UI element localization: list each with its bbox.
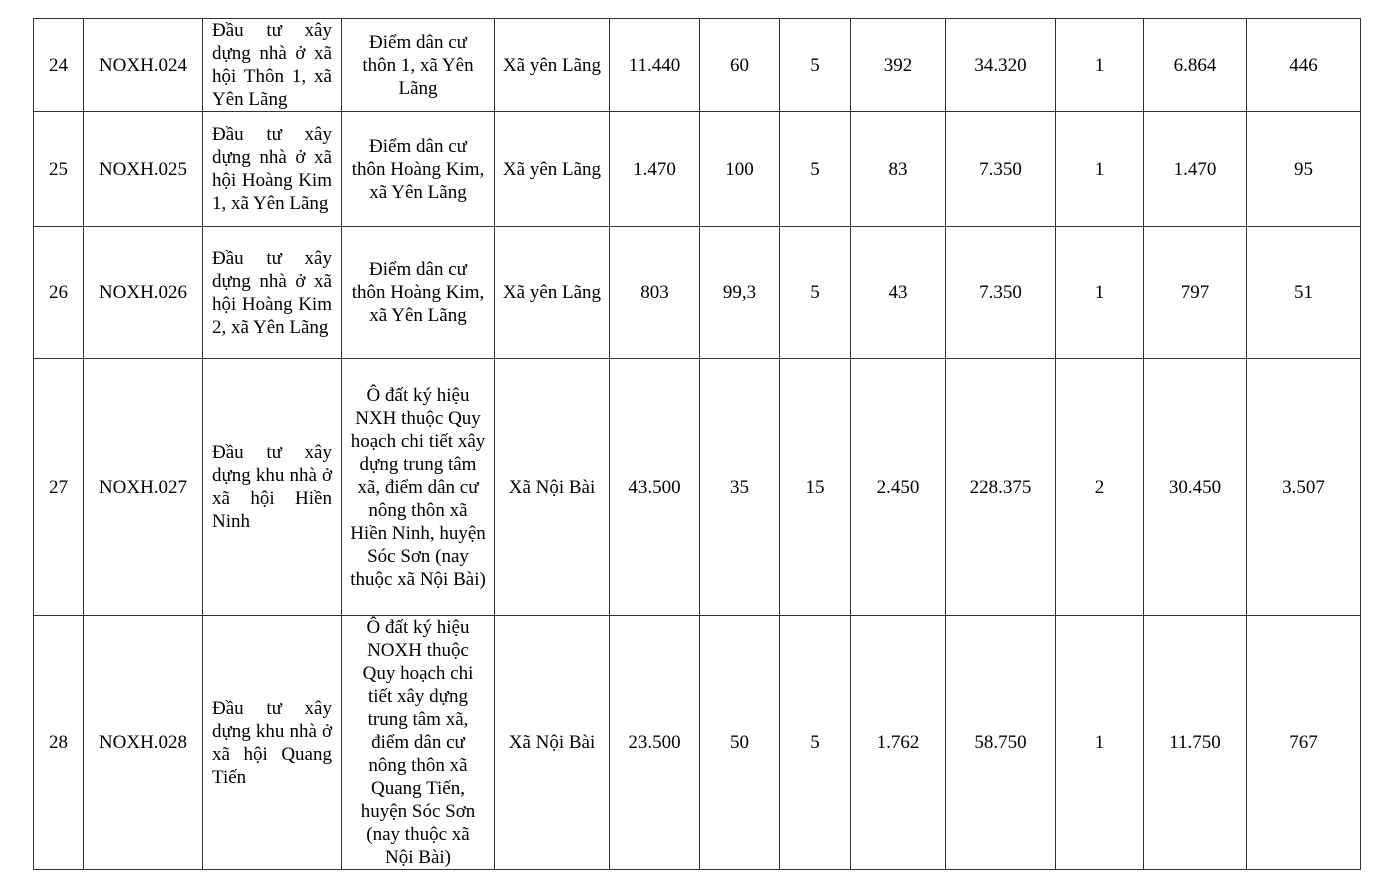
area-cell: 11.440 — [609, 18, 700, 112]
project-location-cell: Ô đất ký hiệu NOXH thuộc Quy hoạch chi t… — [341, 615, 495, 870]
value-7-cell: 797 — [1143, 226, 1247, 359]
project-location-cell: Điểm dân cư thôn 1, xã Yên Lãng — [341, 18, 495, 112]
value-8-cell: 51 — [1246, 226, 1361, 359]
area-cell: 23.500 — [609, 615, 700, 870]
commune-cell: Xã yên Lãng — [494, 226, 610, 359]
area-cell: 43.500 — [609, 358, 700, 616]
value-3-cell: 5 — [779, 615, 851, 870]
value-8-cell: 95 — [1246, 111, 1361, 227]
project-code-cell: NOXH.027 — [83, 358, 203, 616]
project-code-cell: NOXH.025 — [83, 111, 203, 227]
value-2-cell: 99,3 — [699, 226, 780, 359]
project-location-cell: Ô đất ký hiệu NXH thuộc Quy hoạch chi ti… — [341, 358, 495, 616]
table-row: 28 NOXH.028 Đầu tư xây dựng khu nhà ở xã h… — [33, 615, 1361, 870]
value-3-cell: 15 — [779, 358, 851, 616]
value-2-cell: 60 — [699, 18, 780, 112]
value-5-cell: 34.320 — [945, 18, 1056, 112]
value-8-cell: 3.507 — [1246, 358, 1361, 616]
value-6-cell: 1 — [1055, 111, 1144, 227]
commune-cell: Xã yên Lãng — [494, 18, 610, 112]
project-table: 24 NOXH.024 Đầu tư xây dựng nhà ở xã hội T… — [33, 18, 1361, 870]
value-3-cell: 5 — [779, 18, 851, 112]
table-row: 26 NOXH.026 Đầu tư xây dựng nhà ở xã hội H… — [33, 226, 1361, 359]
value-5-cell: 228.375 — [945, 358, 1056, 616]
project-name-cell: Đầu tư xây dựng khu nhà ở xã hội Quang T… — [202, 615, 342, 870]
project-name-cell: Đầu tư xây dựng khu nhà ở xã hội Hiền Ni… — [202, 358, 342, 616]
value-6-cell: 1 — [1055, 18, 1144, 112]
row-number-cell: 26 — [33, 226, 84, 359]
row-number-cell: 27 — [33, 358, 84, 616]
value-3-cell: 5 — [779, 226, 851, 359]
value-5-cell: 7.350 — [945, 226, 1056, 359]
area-cell: 803 — [609, 226, 700, 359]
project-location-cell: Điểm dân cư thôn Hoàng Kim, xã Yên Lãng — [341, 226, 495, 359]
row-number-cell: 24 — [33, 18, 84, 112]
commune-cell: Xã Nội Bài — [494, 358, 610, 616]
table-row: 27 NOXH.027 Đầu tư xây dựng khu nhà ở xã h… — [33, 358, 1361, 616]
project-name-cell: Đầu tư xây dựng nhà ở xã hội Thôn 1, xã … — [202, 18, 342, 112]
value-6-cell: 1 — [1055, 226, 1144, 359]
commune-cell: Xã yên Lãng — [494, 111, 610, 227]
commune-cell: Xã Nội Bài — [494, 615, 610, 870]
row-number-cell: 28 — [33, 615, 84, 870]
value-4-cell: 43 — [850, 226, 946, 359]
value-4-cell: 2.450 — [850, 358, 946, 616]
project-code-cell: NOXH.026 — [83, 226, 203, 359]
project-name-cell: Đầu tư xây dựng nhà ở xã hội Hoàng Kim 2… — [202, 226, 342, 359]
value-2-cell: 50 — [699, 615, 780, 870]
value-8-cell: 446 — [1246, 18, 1361, 112]
value-4-cell: 83 — [850, 111, 946, 227]
value-2-cell: 35 — [699, 358, 780, 616]
value-4-cell: 1.762 — [850, 615, 946, 870]
value-5-cell: 58.750 — [945, 615, 1056, 870]
value-7-cell: 6.864 — [1143, 18, 1247, 112]
value-2-cell: 100 — [699, 111, 780, 227]
value-4-cell: 392 — [850, 18, 946, 112]
value-8-cell: 767 — [1246, 615, 1361, 870]
value-6-cell: 2 — [1055, 358, 1144, 616]
project-code-cell: NOXH.024 — [83, 18, 203, 112]
project-name-cell: Đầu tư xây dựng nhà ở xã hội Hoàng Kim 1… — [202, 111, 342, 227]
value-5-cell: 7.350 — [945, 111, 1056, 227]
value-7-cell: 1.470 — [1143, 111, 1247, 227]
project-code-cell: NOXH.028 — [83, 615, 203, 870]
table-row: 24 NOXH.024 Đầu tư xây dựng nhà ở xã hội T… — [33, 18, 1361, 112]
table-row: 25 NOXH.025 Đầu tư xây dựng nhà ở xã hội H… — [33, 111, 1361, 227]
value-7-cell: 30.450 — [1143, 358, 1247, 616]
value-3-cell: 5 — [779, 111, 851, 227]
value-7-cell: 11.750 — [1143, 615, 1247, 870]
project-location-cell: Điểm dân cư thôn Hoàng Kim, xã Yên Lãng — [341, 111, 495, 227]
value-6-cell: 1 — [1055, 615, 1144, 870]
area-cell: 1.470 — [609, 111, 700, 227]
row-number-cell: 25 — [33, 111, 84, 227]
